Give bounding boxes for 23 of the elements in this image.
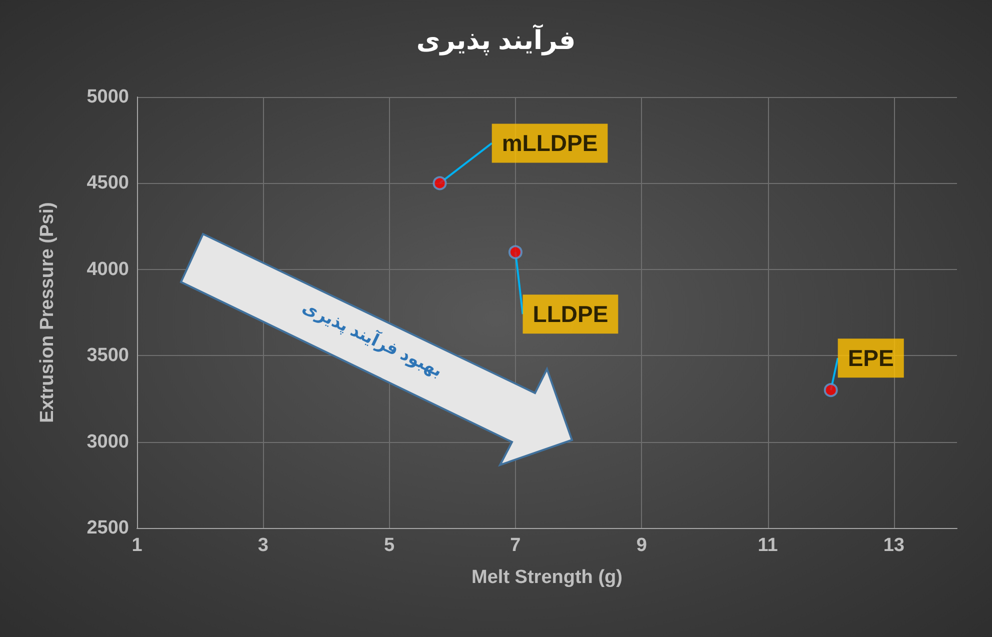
- chart-title: فرآیند پذیری: [416, 24, 576, 56]
- y-tick-label: 4500: [86, 172, 129, 194]
- y-tick-label: 5000: [86, 86, 129, 108]
- point: [824, 383, 838, 398]
- y-tick-label: 4000: [86, 258, 129, 280]
- y-tick-label: 3500: [86, 345, 129, 366]
- point: [508, 245, 522, 260]
- annotation: EPE: [848, 345, 894, 372]
- x-tick-label: 3: [258, 535, 268, 556]
- annotation: mLLDPE: [502, 130, 598, 156]
- x-tick-label: 9: [636, 535, 647, 556]
- x-tick-label: 5: [384, 535, 396, 556]
- y-tick-label: 3000: [86, 431, 129, 452]
- x-axis-title: Melt Strength (g): [472, 567, 622, 588]
- y-tick-label: 2500: [86, 518, 129, 538]
- x-tick-label: 7: [510, 535, 521, 556]
- x-tick-label: 13: [883, 535, 904, 556]
- y-axis-title: Extrusion Pressure (Psi): [37, 202, 58, 423]
- annotation: LLDPE: [532, 301, 608, 328]
- x-tick-label: 11: [758, 535, 778, 556]
- x-tick-label: 1: [132, 535, 143, 556]
- annotation: بهبود فرآیند پذیری: [298, 296, 446, 382]
- point: [432, 176, 447, 190]
